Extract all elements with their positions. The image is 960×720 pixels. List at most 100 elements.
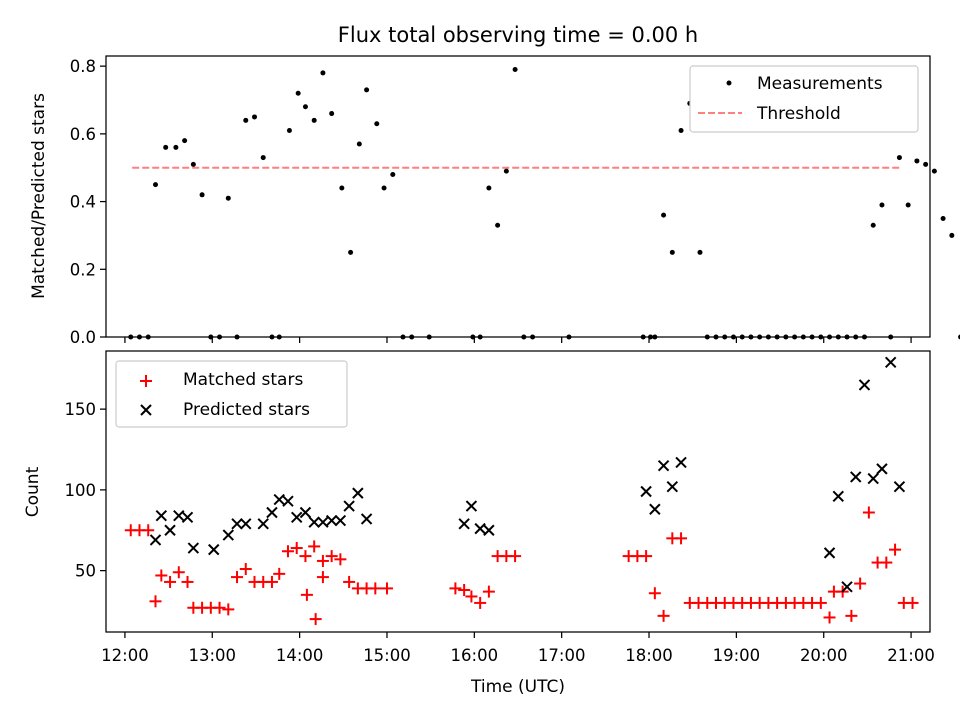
- legend-label-matched: Matched stars: [183, 370, 303, 390]
- matched-star-point: [164, 575, 177, 588]
- matched-star-point: [889, 543, 902, 556]
- measurement-point: [669, 249, 675, 255]
- predicted-star-point: [832, 490, 844, 503]
- measurement-point: [251, 114, 257, 120]
- top-legend-box: [689, 65, 919, 133]
- measurement-point: [339, 185, 345, 191]
- predicted-star-point: [149, 534, 162, 546]
- x-tick-label: 18:00: [625, 646, 673, 665]
- top-axes-frame: [105, 55, 931, 338]
- predicted-star-point: [666, 480, 679, 493]
- matched-star-point: [862, 506, 875, 519]
- measurement-point: [486, 185, 492, 191]
- matched-star-point: [231, 571, 244, 584]
- measurement-point: [374, 121, 380, 127]
- predicted-star-point: [181, 511, 194, 524]
- predicted-star-point: [352, 487, 364, 499]
- x-tick-label: 13:00: [188, 646, 236, 665]
- matched-star-point: [369, 582, 382, 595]
- predicted-star-point: [474, 522, 486, 535]
- predicted-star-point: [291, 511, 303, 524]
- predicted-star-point: [155, 510, 168, 522]
- predicted-star-point: [187, 542, 200, 554]
- matched-star-point: [239, 563, 252, 576]
- matched-star-point: [509, 550, 522, 563]
- top-x-ticks: [124, 337, 912, 343]
- matched-star-point: [308, 540, 321, 553]
- predicted-star-point: [893, 480, 906, 493]
- predicted-star-point: [164, 524, 176, 536]
- matched-star-point: [854, 577, 867, 590]
- bottom-y-axis-label: Count: [23, 466, 43, 517]
- matched-star-point: [482, 585, 495, 598]
- measurement-point: [678, 127, 684, 133]
- x-tick-label: 21:00: [887, 646, 935, 665]
- y-tick-label: 150: [65, 400, 97, 419]
- y-tick-label: 0.2: [70, 260, 96, 279]
- legend-label-measurements: Measurements: [757, 74, 883, 94]
- predicted-star-point: [657, 459, 670, 472]
- matched-star-point: [149, 595, 162, 608]
- matched-star-point: [213, 601, 226, 614]
- predicted-star-point: [675, 456, 687, 469]
- measurement-point: [896, 155, 902, 161]
- matched-star-point: [657, 609, 670, 622]
- predicted-star-point: [308, 516, 320, 528]
- measurement-point: [243, 117, 249, 123]
- matched-star-point: [880, 556, 893, 569]
- matched-star-point: [325, 550, 338, 563]
- predicted-star-point: [231, 518, 243, 530]
- predicted-star-point: [458, 518, 470, 530]
- bottom-legend-box: [115, 360, 348, 428]
- measurement-point: [295, 90, 301, 96]
- measurement-point: [940, 216, 946, 222]
- matched-star-point: [334, 553, 347, 566]
- top-y-ticks: 0.0 0.2 0.4 0.6 0.8: [70, 57, 106, 347]
- predicted-star-point: [483, 524, 495, 536]
- matched-star-point: [155, 569, 168, 582]
- predicted-star-point: [841, 581, 853, 593]
- measurement-point: [697, 249, 703, 255]
- predicted-star-point: [325, 514, 338, 527]
- measurement-point: [364, 87, 370, 93]
- measurement-point: [311, 117, 317, 123]
- measurement-point: [182, 138, 188, 144]
- matched-star-point: [299, 550, 312, 563]
- predicted-star-point: [850, 471, 862, 483]
- measurement-point: [286, 127, 292, 133]
- x-tick-label: 16:00: [451, 646, 499, 665]
- measurement-point: [503, 168, 509, 174]
- predicted-star-point: [299, 506, 312, 519]
- legend-label-threshold: Threshold: [756, 104, 841, 124]
- measurement-point: [320, 70, 326, 76]
- matched-star-point: [343, 575, 356, 588]
- predicted-star-point: [266, 506, 278, 519]
- predicted-star-point: [222, 529, 234, 541]
- measurement-point: [923, 161, 929, 167]
- predicted-star-point: [649, 503, 661, 515]
- legend-marker-matched: [140, 375, 152, 387]
- matched-star-point: [380, 582, 393, 595]
- matched-star-point: [300, 588, 313, 601]
- measurement-point: [190, 161, 196, 167]
- bottom-marks: [124, 356, 919, 626]
- matched-star-point: [222, 603, 235, 616]
- matched-star-point: [640, 550, 653, 563]
- predicted-star-point: [240, 518, 252, 530]
- x-axis-label: Time (UTC): [470, 677, 565, 697]
- predicted-star-point: [465, 500, 478, 512]
- predicted-star-point: [173, 510, 185, 522]
- matched-star-point: [265, 575, 278, 588]
- measurement-point: [260, 155, 266, 161]
- y-tick-label: 100: [65, 481, 97, 500]
- measurement-point: [381, 185, 387, 191]
- y-tick-label: 0.6: [70, 125, 96, 144]
- matched-star-point: [316, 571, 329, 584]
- top-y-axis-label: Matched/Predicted stars: [29, 93, 49, 299]
- matched-star-point: [309, 613, 322, 626]
- matched-star-point: [845, 609, 858, 622]
- x-tick-label: 19:00: [713, 646, 761, 665]
- predicted-star-point: [257, 518, 269, 530]
